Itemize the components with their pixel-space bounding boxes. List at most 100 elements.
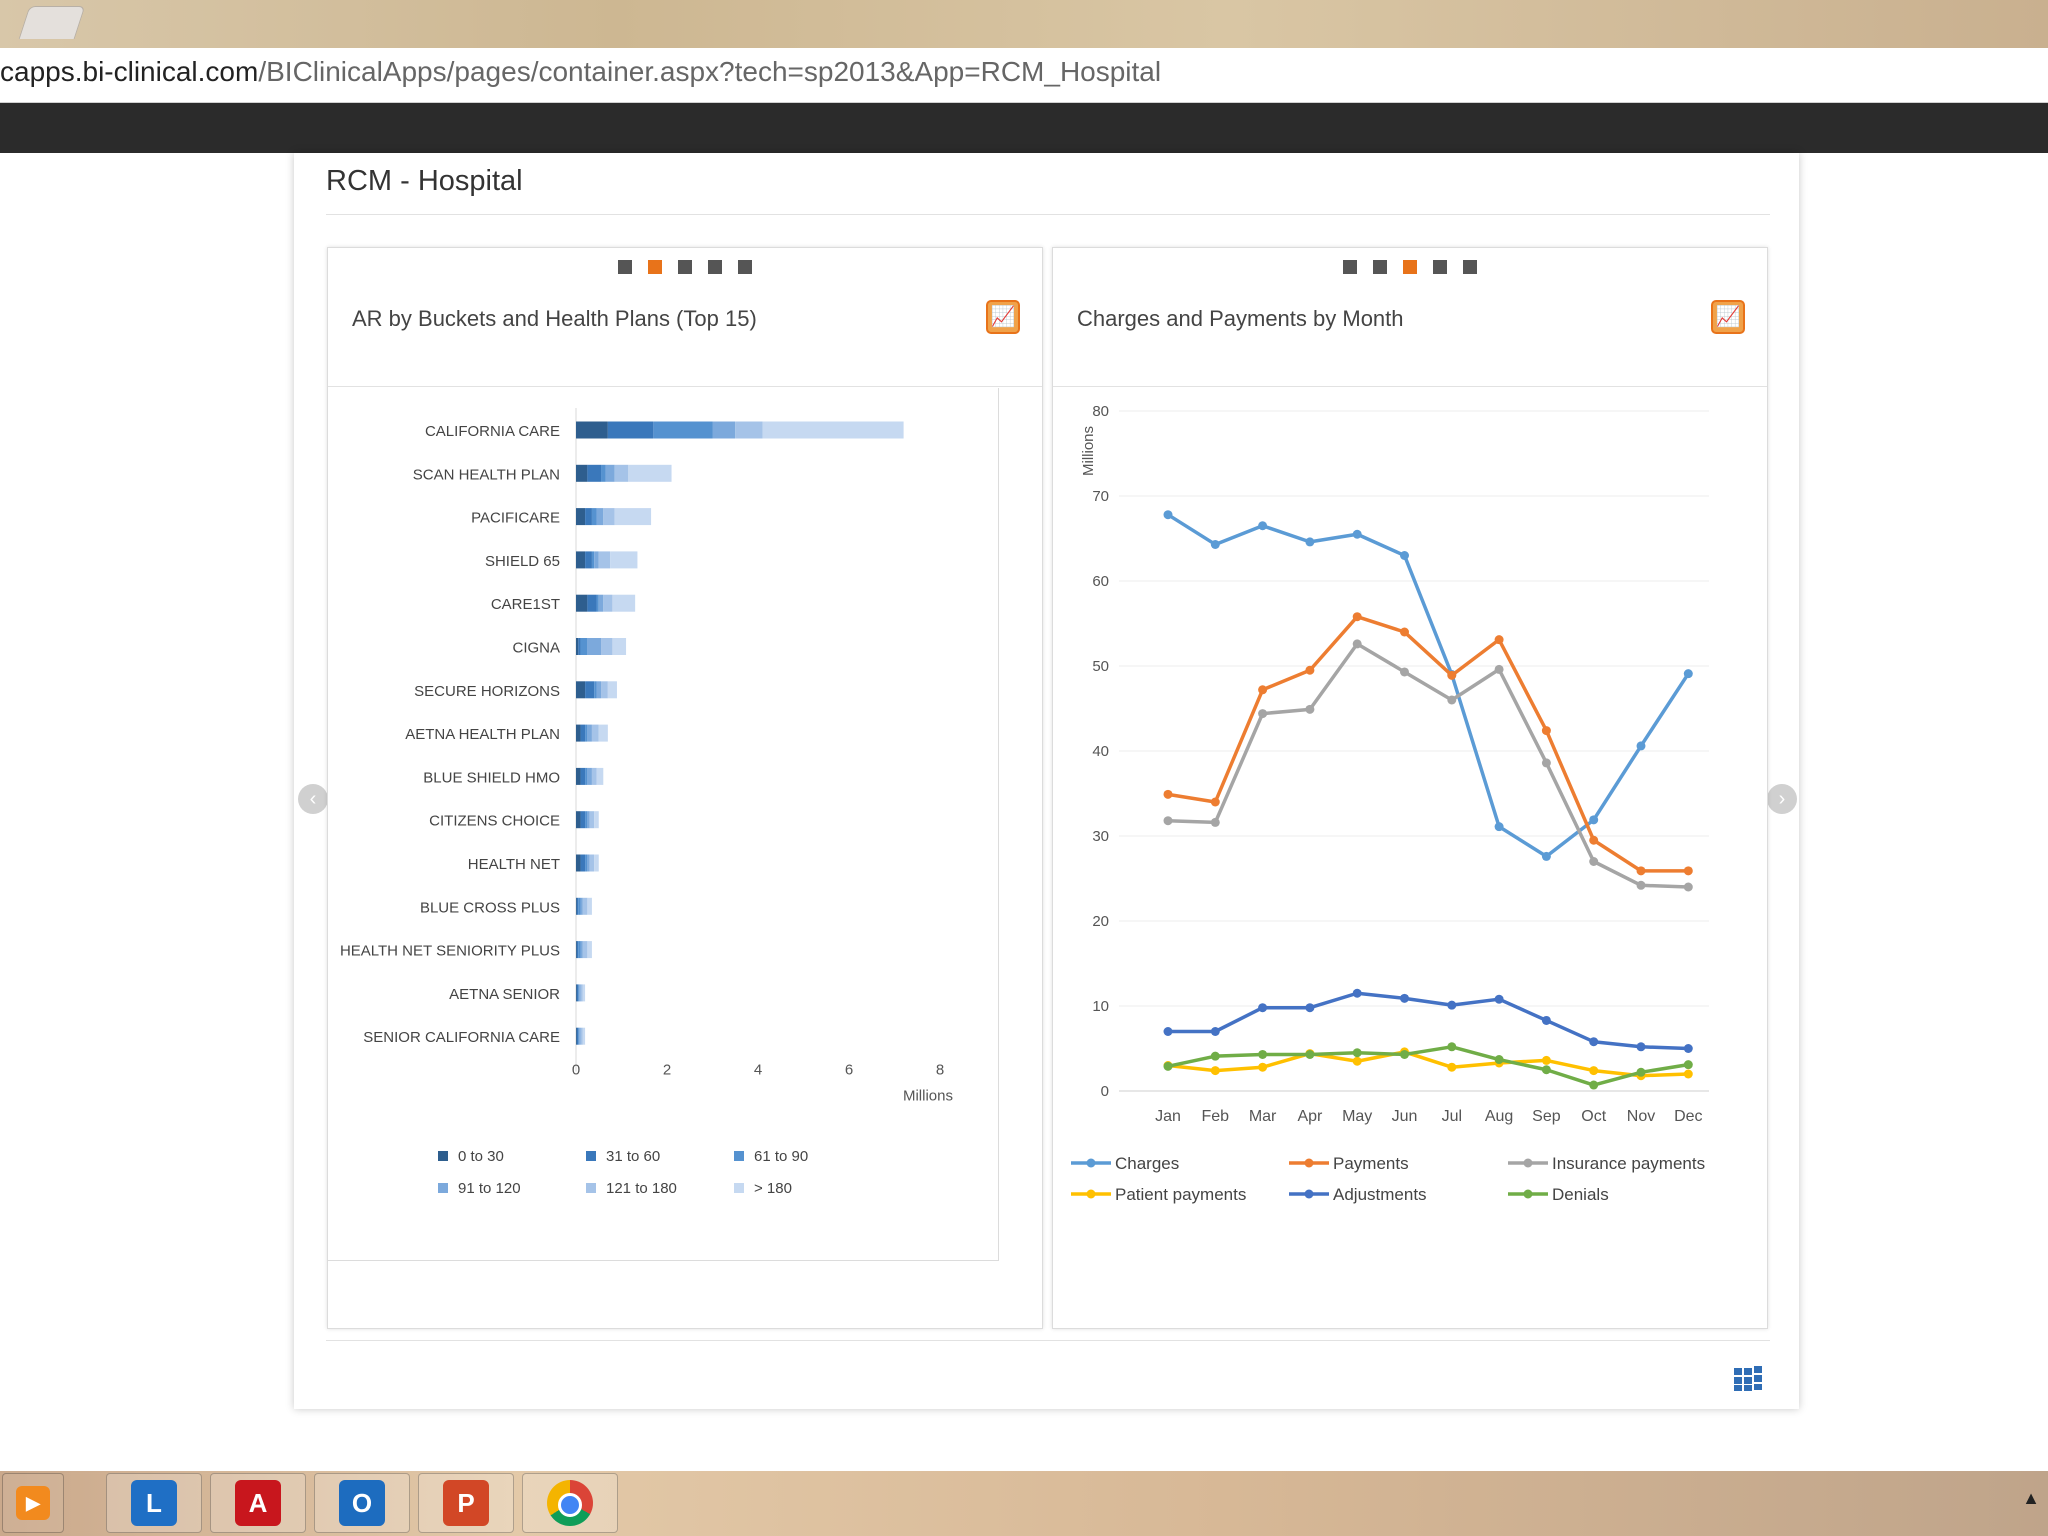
data-point [1683,882,1693,892]
address-bar[interactable]: capps.bi-clinical.com/BIClinicalApps/pag… [0,48,2048,103]
data-point [1683,1044,1693,1053]
category-label: CITIZENS CHOICE [429,813,560,830]
chart-frame [328,388,999,1261]
media-player-icon[interactable]: ▶ [2,1473,64,1533]
bar-segment [585,767,588,785]
legend-swatch [734,1183,744,1193]
data-point [1589,1037,1599,1047]
legend-swatch [734,1151,744,1161]
data-point [1541,758,1551,768]
category-label: PACIFICARE [471,510,560,527]
bar-segment [587,767,592,785]
carousel-dot-2[interactable] [648,260,662,274]
data-point [1400,667,1409,677]
carousel-dot-4[interactable] [1433,260,1447,274]
data-point [1352,1048,1362,1058]
category-label: HEALTH NET [468,856,560,873]
data-point [1683,1060,1693,1070]
category-label: SENIOR CALIFORNIA CARE [363,1029,560,1046]
carousel-dot-1[interactable] [618,260,632,274]
carousel-dot-3[interactable] [678,260,692,274]
data-point [1636,880,1646,890]
chevron-left-icon[interactable]: ‹ [298,784,328,814]
bar-segment [576,1027,579,1045]
top-navigation-bar [0,103,2048,153]
bar-segment [576,767,581,785]
bar-segment [598,551,611,569]
data-point [1258,521,1268,531]
adobe-acrobat-icon[interactable]: A [210,1473,306,1533]
bar-segment [607,421,654,439]
carousel-dot-4[interactable] [708,260,722,274]
data-point [1589,815,1599,825]
bar-segment [596,594,599,612]
chart-icon[interactable]: 📈 [986,300,1020,334]
carousel-dot-1[interactable] [1343,260,1357,274]
x-tick-label: Jan [1155,1108,1181,1125]
url-text[interactable]: capps.bi-clinical.com/BIClinicalApps/pag… [0,56,1161,88]
powerpoint-icon[interactable]: P [418,1473,514,1533]
carousel-dot-3[interactable] [1403,260,1417,274]
carousel-dot-5[interactable] [738,260,752,274]
legend-marker [1304,1189,1314,1199]
data-point [1541,851,1551,861]
bar-segment [585,854,588,872]
y-tick-label: 30 [1092,828,1109,845]
data-point [1210,817,1220,827]
bar-segment [612,594,636,612]
carousel-dot-2[interactable] [1373,260,1387,274]
bar-segment [580,1027,583,1045]
bar-segment [576,811,581,829]
bar-segment [614,464,629,482]
bar-segment [594,811,599,829]
legend-swatch [438,1151,448,1161]
chrome-icon[interactable] [522,1473,618,1533]
bar-segment [607,681,617,699]
bar-segment [585,724,588,742]
bar-segment [596,767,604,785]
bar-segment [580,941,583,959]
grid-icon[interactable] [1733,1362,1765,1392]
legend-label: 121 to 180 [606,1180,677,1197]
bar-segment [582,941,588,959]
bar-segment [587,724,592,742]
bar-segment [580,724,586,742]
data-point [1447,695,1457,705]
data-point [1305,704,1315,714]
data-point [1163,816,1173,826]
bar-segment [576,421,608,439]
carousel-dot-5[interactable] [1463,260,1477,274]
chart-icon[interactable]: 📈 [1711,300,1745,334]
data-point [1494,1055,1504,1065]
category-label: BLUE SHIELD HMO [423,769,560,786]
x-tick-label: Jul [1442,1108,1462,1125]
legend-label: 0 to 30 [458,1148,504,1165]
data-point [1636,1067,1646,1077]
panel-title: AR by Buckets and Health Plans (Top 15) [352,306,757,331]
category-label: CALIFORNIA CARE [425,423,560,440]
data-point [1305,665,1315,675]
data-point [1589,835,1599,845]
series-line [1167,1050,1689,1078]
x-tick-label: 6 [845,1062,853,1079]
data-point [1352,529,1362,539]
bar-segment [576,941,577,959]
bar-segment [598,594,604,612]
legend-swatch [586,1151,596,1161]
bar-segment [580,638,588,655]
browser-tab[interactable] [18,6,86,39]
tray-arrow-icon[interactable]: ▲ [2022,1488,2040,1508]
category-label: HEALTH NET SENIORITY PLUS [340,943,560,960]
outlook-icon[interactable]: O [314,1473,410,1533]
bar-segment [579,984,581,1002]
legend-label: Adjustments [1333,1185,1427,1204]
bar-segment [596,508,604,526]
legend-label: Charges [1115,1154,1179,1173]
y-tick-label: 10 [1092,998,1109,1015]
x-axis-title: Millions [903,1088,953,1105]
window-titlebar [0,0,2048,48]
lync-icon[interactable]: L [106,1473,202,1533]
data-point [1683,866,1693,876]
y-tick-label: 20 [1092,913,1109,930]
chevron-right-icon[interactable]: › [1767,784,1797,814]
